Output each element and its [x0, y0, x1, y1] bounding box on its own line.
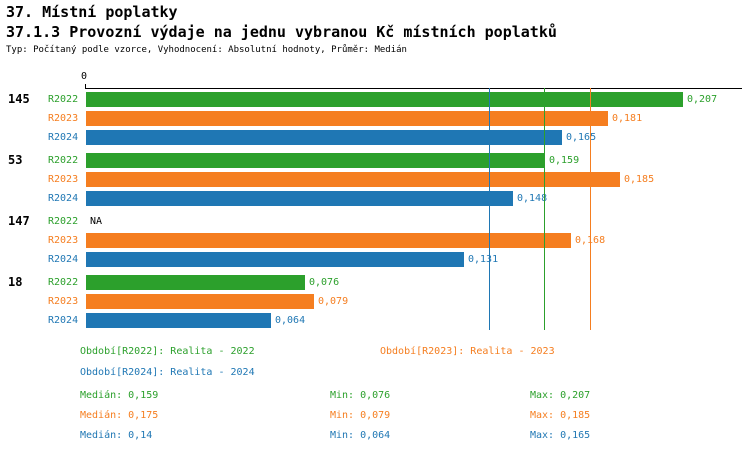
group-id-label-147: 147 [8, 214, 30, 228]
bar-value-label-147-R2024: 0,131 [468, 254, 499, 265]
bar-145-R2024 [86, 130, 562, 145]
stat-min-R2023: Min: 0,079 [330, 410, 391, 421]
group-id-label-145: 145 [8, 92, 30, 106]
legend-item-R2024: Období[R2024]: Realita - 2024 [80, 367, 255, 378]
median-line-R2022 [544, 88, 545, 330]
series-label-18-R2022: R2022 [48, 277, 79, 288]
bar-53-R2024 [86, 191, 513, 206]
bar-147-R2024 [86, 252, 464, 267]
bar-na-label-147-R2022: NA [90, 216, 103, 227]
axis-zero-label: 0 [81, 71, 88, 82]
x-axis-tick [85, 84, 86, 88]
bar-value-label-53-R2024: 0,148 [517, 193, 548, 204]
bar-value-label-145-R2024: 0,165 [566, 132, 597, 143]
median-line-R2024 [489, 88, 490, 330]
stat-median-R2023: Medián: 0,175 [80, 410, 159, 421]
median-line-R2023 [590, 88, 591, 330]
bar-value-label-53-R2023: 0,185 [624, 174, 655, 185]
group-id-label-53: 53 [8, 153, 23, 167]
bar-value-label-145-R2022: 0,207 [687, 94, 718, 105]
series-label-18-R2023: R2023 [48, 296, 79, 307]
bar-18-R2024 [86, 313, 271, 328]
bar-value-label-53-R2022: 0,159 [549, 155, 580, 166]
series-label-53-R2023: R2023 [48, 174, 79, 185]
chart-meta-info: Typ: Počítaný podle vzorce, Vyhodnocení:… [6, 45, 407, 55]
series-label-147-R2022: R2022 [48, 216, 79, 227]
bar-145-R2023 [86, 111, 608, 126]
bar-145-R2022 [86, 92, 683, 107]
series-label-18-R2024: R2024 [48, 315, 79, 326]
stat-max-R2023: Max: 0,185 [530, 410, 591, 421]
legend-item-R2022: Období[R2022]: Realita - 2022 [80, 346, 255, 357]
series-label-147-R2024: R2024 [48, 254, 79, 265]
bar-18-R2022 [86, 275, 305, 290]
stat-median-R2022: Medián: 0,159 [80, 390, 159, 401]
series-label-145-R2023: R2023 [48, 113, 79, 124]
bar-53-R2023 [86, 172, 620, 187]
bar-value-label-18-R2024: 0,064 [275, 315, 306, 326]
legend-item-R2023: Období[R2023]: Realita - 2023 [380, 346, 555, 357]
bar-value-label-18-R2022: 0,076 [309, 277, 340, 288]
page-title: 37. Místní poplatky [6, 3, 178, 21]
x-axis-line [85, 88, 742, 89]
series-label-53-R2022: R2022 [48, 155, 79, 166]
bar-value-label-18-R2023: 0,079 [318, 296, 349, 307]
bar-53-R2022 [86, 153, 545, 168]
bar-147-R2023 [86, 233, 571, 248]
bar-18-R2023 [86, 294, 314, 309]
series-label-53-R2024: R2024 [48, 193, 79, 204]
stat-max-R2022: Max: 0,207 [530, 390, 591, 401]
series-label-147-R2023: R2023 [48, 235, 79, 246]
stat-min-R2024: Min: 0,064 [330, 430, 391, 441]
group-id-label-18: 18 [8, 275, 23, 289]
stat-median-R2024: Medián: 0,14 [80, 430, 153, 441]
series-label-145-R2022: R2022 [48, 94, 79, 105]
chart-subtitle: 37.1.3 Provozní výdaje na jednu vybranou… [6, 23, 557, 41]
stat-max-R2024: Max: 0,165 [530, 430, 591, 441]
bar-value-label-145-R2023: 0,181 [612, 113, 643, 124]
stat-min-R2022: Min: 0,076 [330, 390, 391, 401]
series-label-145-R2024: R2024 [48, 132, 79, 143]
